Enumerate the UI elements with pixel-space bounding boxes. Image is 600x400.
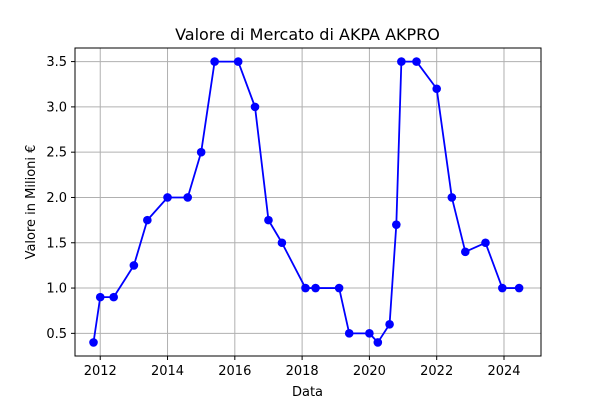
data-point xyxy=(250,102,260,112)
data-point xyxy=(183,193,193,202)
data-point xyxy=(385,319,394,329)
series-line-layer xyxy=(92,60,520,344)
data-point xyxy=(498,283,507,293)
data-point xyxy=(365,329,374,338)
x-tick-label: 2018 xyxy=(286,364,319,379)
data-point xyxy=(432,84,442,94)
x-tick-label: 2024 xyxy=(487,364,520,379)
data-point xyxy=(95,292,105,302)
data-point xyxy=(109,292,118,302)
data-point xyxy=(373,338,383,347)
x-tick-label: 2016 xyxy=(218,364,251,379)
y-tick-label: 1.0 xyxy=(46,282,67,297)
data-point xyxy=(163,193,172,202)
chart-title: Valore di Mercato di AKPA AKPRO xyxy=(175,25,440,44)
data-point xyxy=(397,57,406,66)
data-point xyxy=(461,247,470,257)
data-point xyxy=(514,283,524,293)
x-tick-label: 2020 xyxy=(353,364,386,379)
y-axis-label: Valore in Milioni € xyxy=(24,145,39,260)
y-tick-label: 0.5 xyxy=(46,327,67,342)
data-point xyxy=(143,215,152,225)
data-point xyxy=(447,193,457,202)
series-line xyxy=(92,60,520,344)
data-point xyxy=(334,283,344,293)
data-point xyxy=(89,338,98,347)
data-point xyxy=(277,238,287,248)
data-point xyxy=(210,57,219,66)
data-point xyxy=(233,57,243,66)
data-point xyxy=(264,215,273,225)
grid-layer xyxy=(75,48,541,356)
plot-frame xyxy=(74,47,542,357)
data-point xyxy=(196,147,206,157)
data-point xyxy=(392,220,401,229)
data-point xyxy=(301,283,310,293)
x-axis-label: Data xyxy=(292,385,323,400)
x-tick-label: 2022 xyxy=(420,364,453,379)
y-tick-label: 2.5 xyxy=(46,146,67,161)
tick-layer: 2012 2014 2016 2018 2020 2022 2024 0.5 1.0 1.5 2.0… xyxy=(46,55,520,379)
y-tick-label: 2.0 xyxy=(46,191,67,206)
data-point xyxy=(311,283,320,293)
data-point xyxy=(129,261,139,270)
x-tick-label: 2012 xyxy=(84,364,117,379)
y-tick-label: 3.5 xyxy=(46,55,67,70)
data-point xyxy=(412,57,421,66)
marker-layer xyxy=(89,57,524,347)
y-tick-label: 3.0 xyxy=(46,100,67,115)
data-point xyxy=(344,329,354,338)
y-tick-label: 1.5 xyxy=(46,236,67,251)
x-tick-label: 2014 xyxy=(151,364,184,379)
data-point xyxy=(481,238,490,248)
